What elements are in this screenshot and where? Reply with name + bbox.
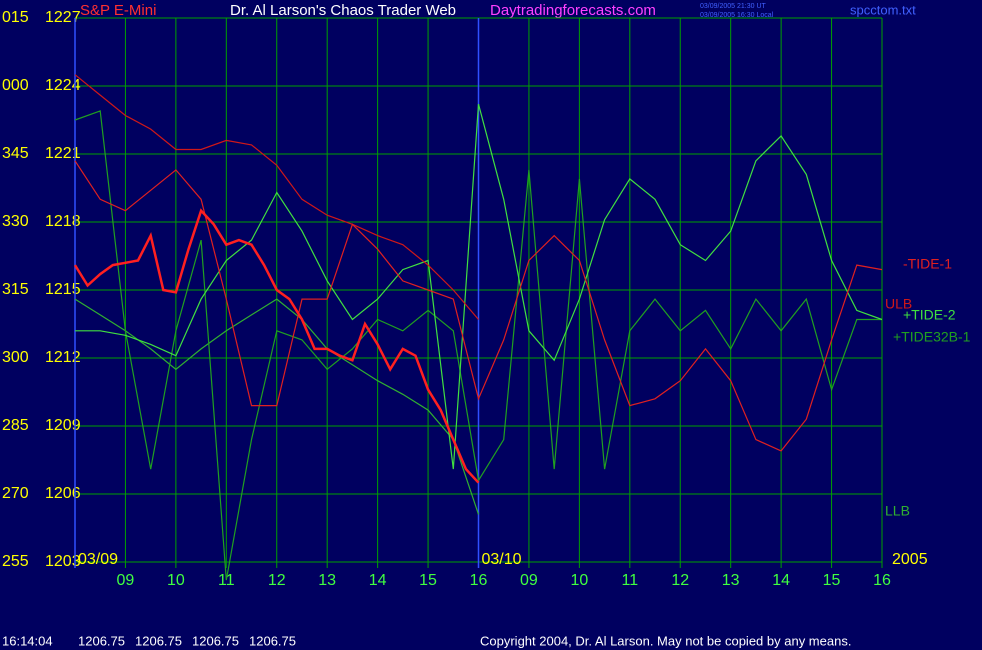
y-tick-label: 1209 <box>45 417 81 434</box>
status-quote: 1206.75 <box>249 633 296 648</box>
series-line <box>74 298 480 515</box>
y-tick-label: 1212 <box>45 349 81 366</box>
y-tick-label: 1215 <box>45 281 81 298</box>
file-name: spcctom.txt <box>850 2 916 17</box>
day-label: 03/10 <box>482 551 522 568</box>
series-line <box>74 74 479 320</box>
series-line <box>74 160 883 452</box>
day-label: 03/09 <box>78 551 118 568</box>
x-tick-label: 14 <box>772 572 790 589</box>
series-line <box>74 110 882 581</box>
y-tick-label: 1224 <box>45 77 81 94</box>
price-series-name: S&P E-Mini <box>80 2 156 19</box>
y-tick-label: 1206 <box>45 485 81 502</box>
y-tick-label: 1218 <box>45 213 81 230</box>
x-tick-label: 12 <box>671 572 689 589</box>
x-tick-label: 11 <box>622 572 639 589</box>
chart-title: Dr. Al Larson's Chaos Trader Web <box>230 2 456 19</box>
x-tick-label: 10 <box>167 572 185 589</box>
y-tick-angle: 255 <box>2 553 29 570</box>
chart-subtitle: Daytradingforecasts.com <box>490 2 656 19</box>
x-tick-label: 10 <box>570 572 588 589</box>
status-quote: 1206.75 <box>135 633 182 648</box>
series-label: LLB <box>885 503 910 519</box>
day-label: 2005 <box>892 551 928 568</box>
series-line <box>73 208 480 484</box>
status-quote: 1206.75 <box>192 633 239 648</box>
series-label: +TIDE32B-1 <box>893 329 971 345</box>
y-tick-angle: 015 <box>2 9 29 26</box>
y-tick-angle: 285 <box>2 417 29 434</box>
timestamp: 03/09/2005 21:30 UT <box>700 3 766 10</box>
y-tick-angle: 330 <box>2 213 29 230</box>
series-label: -TIDE-1 <box>903 256 952 272</box>
series-label: ULB <box>885 296 912 312</box>
x-tick-label: 09 <box>520 572 538 589</box>
x-tick-label: 12 <box>268 572 286 589</box>
y-tick-angle: 315 <box>2 281 29 298</box>
y-tick-angle: 270 <box>2 485 29 502</box>
x-tick-label: 13 <box>318 572 336 589</box>
x-tick-label: 16 <box>470 572 488 589</box>
y-tick-angle: 345 <box>2 145 29 162</box>
y-tick-angle: 000 <box>2 77 29 94</box>
x-tick-label: 14 <box>369 572 387 589</box>
y-tick-label: 1227 <box>45 9 81 26</box>
y-tick-angle: 300 <box>2 349 29 366</box>
y-tick-label: 1221 <box>45 145 81 162</box>
y-tick-label: 1203 <box>45 553 81 570</box>
status-quote: 1206.75 <box>78 633 125 648</box>
x-tick-label: 15 <box>419 572 437 589</box>
copyright: Copyright 2004, Dr. Al Larson. May not b… <box>480 633 851 648</box>
status-time: 16:14:04 <box>2 633 53 648</box>
series-label: +TIDE-2 <box>903 307 956 323</box>
x-tick-label: 09 <box>117 572 135 589</box>
x-tick-label: 11 <box>218 572 235 589</box>
x-tick-label: 13 <box>722 572 740 589</box>
series-line <box>75 103 883 470</box>
x-tick-label: 15 <box>823 572 841 589</box>
timestamp: 03/09/2005 16:30 Local <box>700 12 774 19</box>
x-tick-label: 16 <box>873 572 891 589</box>
